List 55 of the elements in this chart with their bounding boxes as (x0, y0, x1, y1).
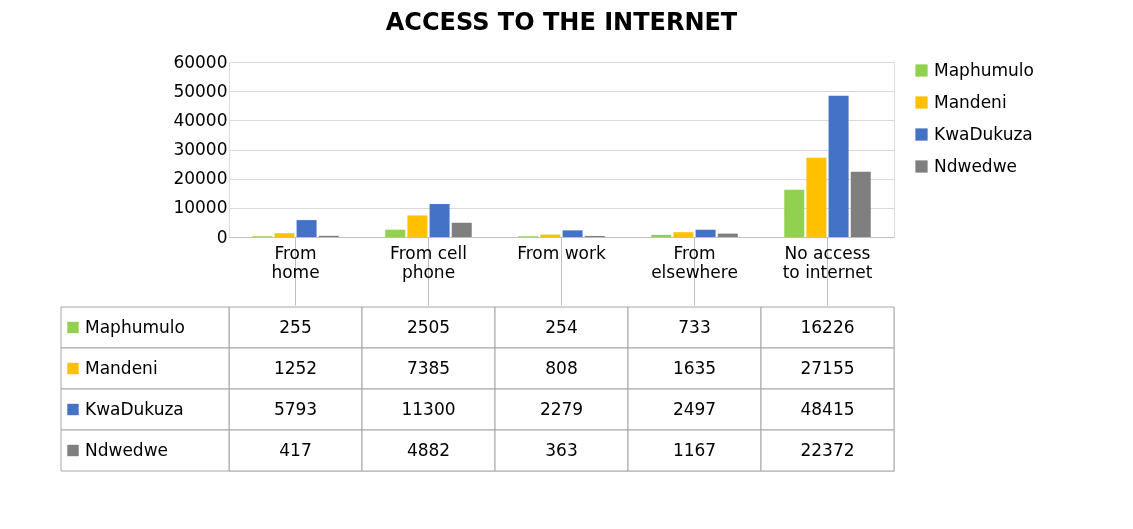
legend-label: KwaDukuza (934, 123, 1033, 144)
data-label: 11300 (401, 398, 456, 419)
legend-label: Mandeni (934, 91, 1007, 112)
data-label: 1252 (273, 357, 318, 378)
x-tick-label: From home (271, 242, 320, 282)
legend-label: Maphumulo (85, 316, 185, 337)
x-tick-label: From work (517, 242, 606, 263)
legend-label: Ndwedwe (934, 155, 1018, 176)
data-label: 5793 (273, 398, 318, 419)
data-label: 2497 (672, 398, 717, 419)
y-tick-label: 20000 (173, 168, 228, 189)
bar (296, 220, 317, 237)
bar (385, 229, 406, 237)
bar (850, 171, 871, 237)
bar (429, 204, 450, 237)
data-label: 417 (279, 439, 312, 460)
text: Maphumulo (934, 59, 1034, 80)
data-label: 363 (545, 439, 578, 460)
x-tick-label: From cell phone (390, 242, 467, 282)
data-label: 255 (279, 316, 312, 337)
bar (451, 222, 472, 237)
chart-title: ACCESS TO THE INTERNET (385, 8, 738, 36)
data-label: 1635 (672, 357, 717, 378)
text: Ndwedwe (85, 439, 169, 460)
data-label: 1167 (672, 439, 717, 460)
bar (562, 230, 583, 237)
bar (651, 234, 672, 237)
y-tick-label: 40000 (173, 109, 228, 130)
data-label: 4882 (406, 439, 451, 460)
bar (806, 157, 827, 237)
bar (828, 95, 849, 237)
text: Mandeni (85, 357, 158, 378)
bar (407, 215, 428, 237)
data-label: 7385 (406, 357, 451, 378)
text: KwaDukuza (85, 398, 184, 419)
y-tick-label: 50000 (173, 80, 228, 101)
data-label: 254 (545, 316, 578, 337)
bar (673, 232, 694, 237)
bar (784, 189, 805, 237)
data-label: 2279 (539, 398, 584, 419)
data-label: 22372 (800, 439, 855, 460)
data-label: 27155 (800, 357, 855, 378)
data-label: 808 (545, 357, 578, 378)
data-label: 733 (678, 316, 711, 337)
y-tick-label: 60000 (173, 51, 228, 72)
y-tick-label: 0 (216, 226, 228, 247)
y-tick-label: 10000 (173, 197, 228, 218)
bar (695, 229, 716, 237)
data-label: 16226 (800, 316, 855, 337)
x-tick-label: From elsewhere (651, 242, 738, 282)
y-tick-label: 30000 (173, 139, 228, 159)
x-tick-label: No access to internet (782, 242, 873, 282)
data-label: 2505 (406, 316, 451, 337)
data-label: 48415 (800, 398, 855, 419)
bar (274, 233, 295, 237)
